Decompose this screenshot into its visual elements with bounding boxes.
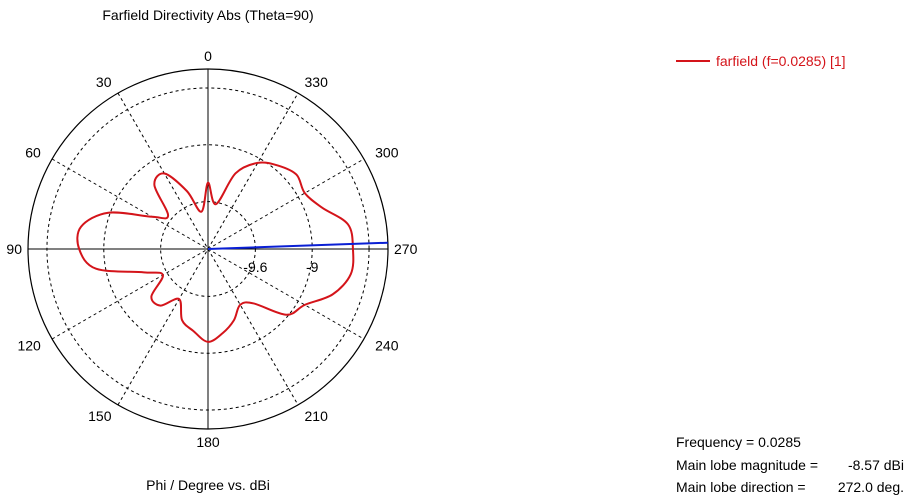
- main-lobe-magnitude-value: -8.57 dBi: [847, 456, 904, 473]
- angle-tick-label: 150: [88, 408, 112, 424]
- angle-tick-label: 210: [305, 408, 329, 424]
- angle-tick-label: 0: [204, 48, 212, 64]
- outer-circle: [27, 68, 389, 430]
- main-lobe-direction-value: 272.0 deg.: [837, 479, 904, 495]
- main-lobe-direction-label: Main lobe direction =: [676, 479, 806, 495]
- radial-tick-label: -9: [306, 259, 319, 275]
- legend-entry: farfield (f=0.0285) [1]: [716, 53, 846, 69]
- main-lobe-magnitude-row: Main lobe magnitude = -8.57 dBi: [676, 454, 906, 477]
- angle-tick-label: 270: [394, 241, 418, 257]
- series-line: [76, 161, 355, 343]
- main-lobe-marker: [207, 241, 388, 250]
- frequency-text: Frequency = 0.0285: [676, 434, 801, 450]
- axis-label: Phi / Degree vs. dBi: [146, 477, 270, 493]
- angle-tick-label: 300: [375, 145, 399, 161]
- angle-tick-label: 90: [6, 241, 22, 257]
- angle-tick-label: 180: [196, 434, 220, 450]
- legend: farfield (f=0.0285) [1]: [676, 53, 846, 69]
- frequency-row: Frequency = 0.0285: [676, 431, 906, 454]
- angle-tick-label: 240: [375, 338, 399, 354]
- angle-tick-label: 30: [96, 74, 112, 90]
- angle-tick-label: 120: [17, 338, 41, 354]
- radial-tick-label: -9.6: [243, 259, 267, 275]
- chart-title: Farfield Directivity Abs (Theta=90): [102, 7, 314, 23]
- angle-tick-label: 60: [25, 145, 41, 161]
- main-lobe-direction-row: Main lobe direction = 272.0 deg.: [676, 476, 906, 499]
- legend-swatch: [676, 60, 710, 62]
- main-lobe-magnitude-label: Main lobe magnitude =: [676, 456, 819, 473]
- angle-tick-label: 330: [305, 74, 329, 90]
- info-panel: Frequency = 0.0285 Main lobe magnitude =…: [676, 431, 906, 499]
